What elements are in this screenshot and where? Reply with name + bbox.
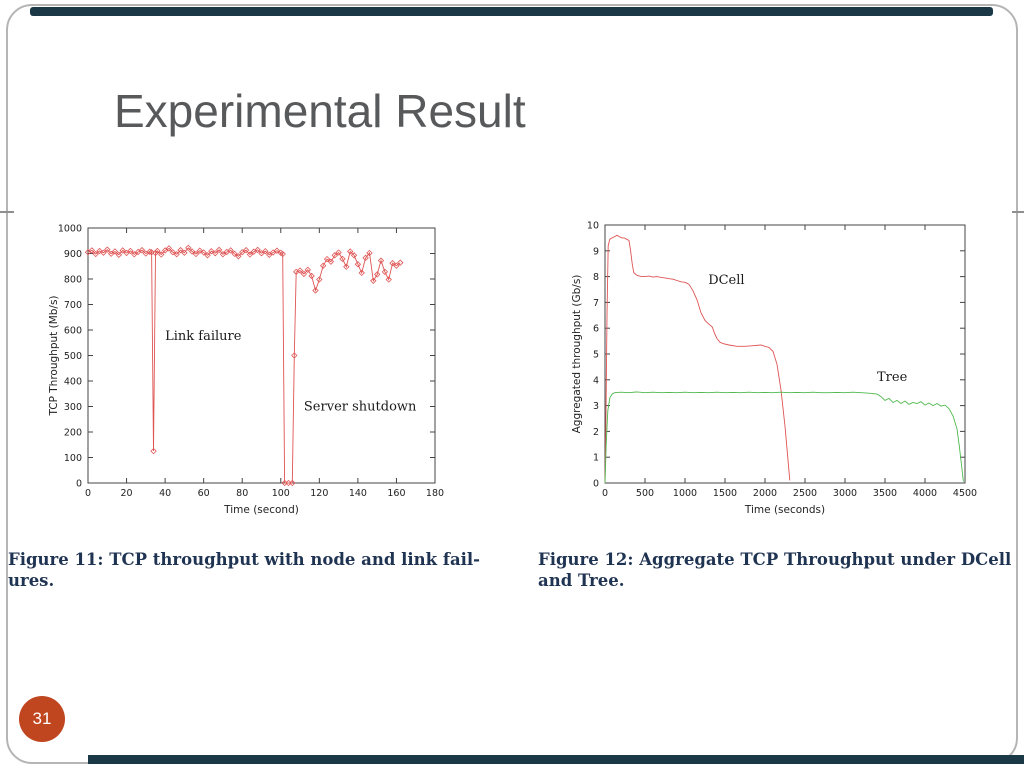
svg-text:400: 400 [64,377,82,388]
slide-title: Experimental Result [114,85,526,137]
svg-text:500: 500 [64,351,82,362]
svg-text:Aggregated throughput (Gb/s): Aggregated throughput (Gb/s) [571,275,583,434]
svg-text:500: 500 [636,488,654,499]
divider-left-segment [0,211,14,213]
svg-text:1500: 1500 [713,488,737,499]
svg-text:2500: 2500 [793,488,817,499]
figure-11-caption: Figure 11: TCP throughput with node and … [8,550,481,590]
svg-text:160: 160 [387,488,405,499]
svg-text:0: 0 [85,488,91,499]
svg-text:100: 100 [64,453,82,464]
svg-text:200: 200 [64,428,82,439]
svg-text:5: 5 [593,350,599,361]
top-accent-bar [30,7,993,16]
svg-text:600: 600 [64,326,82,337]
tcp-throughput-chart: 0 20 40 60 80 100 120 140 160 180 0 100 200 300 400 500… [48,224,444,517]
svg-text:7: 7 [593,298,599,309]
figure-12: 0 500 1000 1500 2000 2500 3000 3500 4000 4500 0 1 2 3… [538,218,1018,591]
page-number-badge: 31 [19,696,65,742]
svg-text:300: 300 [64,402,82,413]
svg-text:20: 20 [121,488,133,499]
figure-11: 0 20 40 60 80 100 120 140 160 180 0 100 200 300 400 500… [8,218,508,591]
aggregate-throughput-chart: 0 500 1000 1500 2000 2500 3000 3500 4000 4500 0 1 2 3… [571,221,977,517]
svg-text:180: 180 [426,488,444,499]
svg-text:80: 80 [236,488,248,499]
svg-text:Time (second): Time (second) [223,504,299,516]
svg-text:9: 9 [593,246,599,257]
svg-text:Link failure: Link failure [165,329,242,344]
page-number: 31 [32,709,52,728]
svg-text:3500: 3500 [873,488,897,499]
svg-text:Tree: Tree [877,370,908,385]
svg-text:4: 4 [593,375,599,386]
svg-text:1000: 1000 [673,488,697,499]
svg-text:100: 100 [272,488,290,499]
svg-text:Server shutdown: Server shutdown [304,399,417,414]
svg-text:4000: 4000 [913,488,937,499]
svg-text:120: 120 [310,488,328,499]
svg-text:700: 700 [64,300,82,311]
svg-text:0: 0 [76,479,82,490]
figure-12-caption: Figure 12: Aggregate TCP Throughput unde… [538,550,1012,590]
svg-text:2: 2 [593,427,599,438]
svg-text:140: 140 [349,488,367,499]
svg-text:1000: 1000 [58,224,82,235]
bottom-accent-bar [88,755,1024,764]
svg-text:900: 900 [64,249,82,260]
svg-text:Time (seconds): Time (seconds) [744,504,825,516]
svg-text:4500: 4500 [953,488,977,499]
svg-text:0: 0 [593,479,599,490]
svg-text:3: 3 [593,401,599,412]
svg-text:DCell: DCell [708,273,744,288]
svg-text:TCP Throughput (Mb/s): TCP Throughput (Mb/s) [48,295,60,416]
divider-right-segment [1012,211,1024,213]
svg-text:2000: 2000 [753,488,777,499]
svg-text:0: 0 [602,488,608,499]
svg-text:6: 6 [593,324,599,335]
svg-text:10: 10 [587,221,599,232]
svg-text:1: 1 [593,453,599,464]
svg-text:3000: 3000 [833,488,857,499]
svg-text:60: 60 [198,488,210,499]
svg-text:40: 40 [159,488,171,499]
svg-text:800: 800 [64,275,82,286]
svg-text:8: 8 [593,272,599,283]
